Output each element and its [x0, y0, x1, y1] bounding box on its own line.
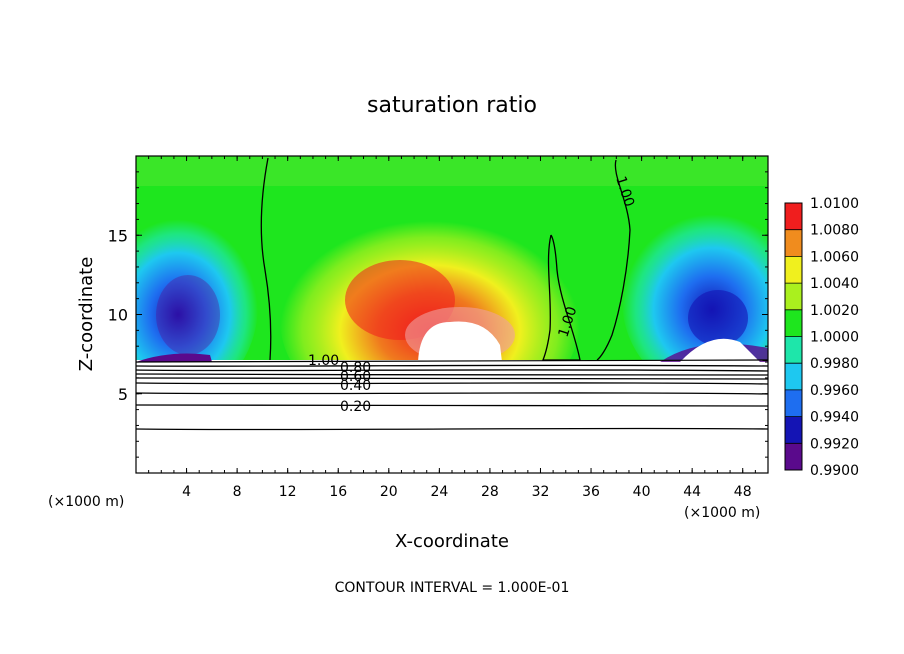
colorbar-swatch	[785, 336, 802, 364]
colorbar-label: 0.9960	[810, 383, 859, 399]
x-unit-left: (×1000 m)	[48, 494, 124, 510]
colorbar-swatch	[785, 283, 802, 310]
x-tick-label: 40	[633, 484, 651, 500]
y-tick-label: 15	[108, 226, 128, 245]
x-tick-label: 4	[182, 484, 191, 500]
colorbar-label: 1.0020	[810, 303, 859, 319]
x-tick-label: 44	[683, 484, 701, 500]
x-tick-label: 36	[582, 484, 600, 500]
x-tick-label: 24	[430, 484, 448, 500]
colorbar-label: 0.9920	[810, 436, 859, 452]
colorbar-label: 1.0080	[810, 223, 859, 239]
x-tick-label: 48	[734, 484, 752, 500]
contour-lines	[135, 157, 769, 431]
colorbar-swatch	[785, 203, 802, 230]
y-tick-label: 5	[118, 385, 128, 404]
colorbar-swatch	[785, 309, 802, 337]
saturation-field	[136, 156, 768, 473]
y-axis: 5 10 15	[108, 171, 768, 458]
contour-labels: 1.00 1.00 1.00 0.80 0.60 0.40 0.20	[308, 174, 637, 415]
colorbar-label: 0.9900	[810, 463, 859, 479]
y-axis-label: Z-coordinate	[76, 257, 97, 372]
colorbar-swatch	[785, 256, 802, 284]
colorbar-swatch	[785, 443, 802, 470]
colorbar-label: 0.9940	[810, 410, 859, 426]
colorbar-label: 1.0040	[810, 276, 859, 292]
colorbar-label: 1.0060	[810, 249, 859, 265]
contour-label: 0.20	[340, 399, 371, 415]
colorbar-label: 1.0000	[810, 330, 859, 346]
x-axis: 4 8 12 16 20 24 28 32 36 40 44 48	[148, 156, 756, 500]
colorbar-swatch	[785, 389, 802, 417]
chart-title: saturation ratio	[367, 93, 537, 118]
contour-label: 0.40	[340, 378, 371, 394]
x-tick-label: 16	[329, 484, 347, 500]
colorbar-swatch	[785, 416, 802, 444]
x-tick-label: 32	[532, 484, 550, 500]
colorbar-label: 0.9980	[810, 356, 859, 372]
x-tick-label: 28	[481, 484, 499, 500]
x-axis-label: X-coordinate	[395, 531, 509, 552]
x-tick-label: 12	[279, 484, 297, 500]
colorbar-swatch	[785, 229, 802, 257]
colorbar-swatch	[785, 363, 802, 390]
colorbar: 0.9900 0.9920 0.9940 0.9960 0.9980 1.0000 1.00…	[784, 196, 859, 479]
x-tick-label: 20	[380, 484, 398, 500]
x-unit-right: (×1000 m)	[684, 505, 760, 521]
contour-interval-note: CONTOUR INTERVAL = 1.000E-01	[335, 580, 570, 596]
y-tick-label: 10	[108, 306, 128, 325]
contour-label: 0.60	[340, 369, 371, 385]
x-tick-label: 8	[233, 484, 242, 500]
contour-label: 1.00	[308, 353, 339, 369]
colorbar-label: 1.0100	[810, 196, 859, 212]
contour-label: 0.80	[340, 360, 371, 376]
